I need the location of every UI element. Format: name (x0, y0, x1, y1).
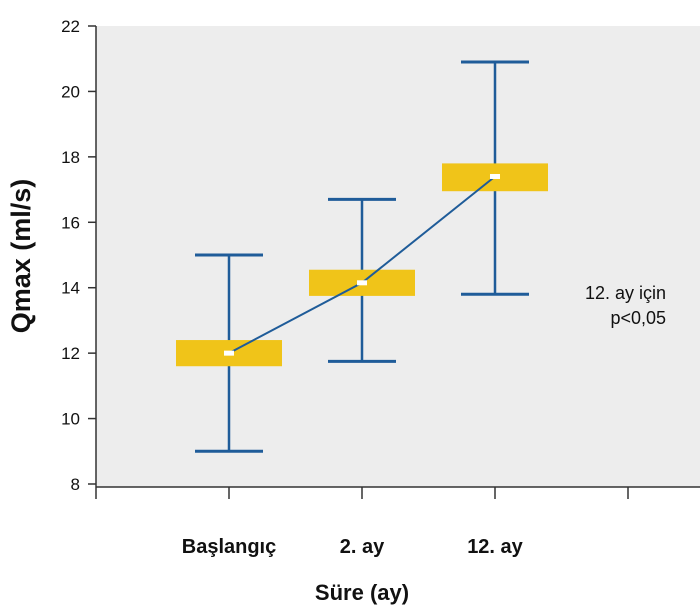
mean-marker (357, 280, 367, 286)
mean-marker (490, 173, 500, 179)
annotation-line-1: 12. ay için (585, 283, 666, 303)
y-tick-label: 22 (61, 17, 80, 36)
y-tick-label: 18 (61, 148, 80, 167)
y-tick-label: 10 (61, 410, 80, 429)
x-category-labels: Başlangıç 2. ay 12. ay (182, 536, 524, 558)
plot-area (96, 26, 700, 487)
axes (88, 25, 700, 499)
mean-marker (224, 350, 234, 356)
chart-marks (176, 60, 548, 453)
y-tick-label: 14 (61, 279, 80, 298)
y-tick-label: 20 (61, 82, 80, 101)
y-tick-label: 12 (61, 344, 80, 363)
y-tick-label: 8 (71, 475, 80, 494)
x-category-label: 2. ay (340, 536, 385, 558)
x-axis-title: Süre (ay) (315, 580, 409, 605)
annotation-line-2: p<0,05 (610, 308, 666, 328)
x-category-label: Başlangıç (182, 536, 276, 558)
x-category-label: 12. ay (467, 536, 523, 558)
y-axis-title: Qmax (ml/s) (6, 179, 36, 334)
y-tick-labels: 8 10 12 14 16 18 20 22 (61, 17, 80, 494)
y-tick-label: 16 (61, 213, 80, 232)
